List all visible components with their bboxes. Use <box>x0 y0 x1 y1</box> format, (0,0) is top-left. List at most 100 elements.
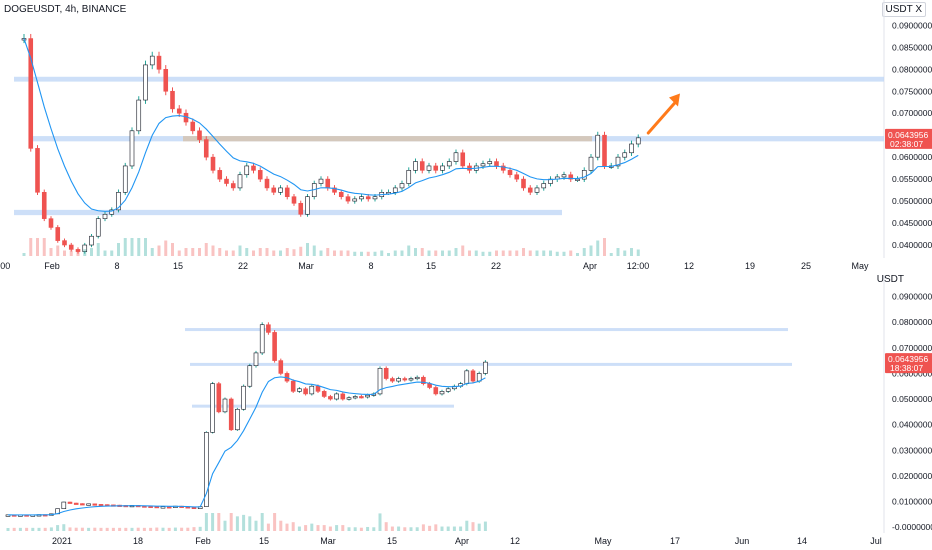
candle-body <box>500 165 506 171</box>
x-tick-label: 15 <box>426 261 436 271</box>
volume-bar <box>99 527 103 531</box>
candle-body <box>487 161 493 165</box>
volume-bar <box>306 243 309 256</box>
volume-bar <box>603 238 606 256</box>
volume-bar <box>223 520 227 531</box>
volume-bar <box>596 240 600 256</box>
y-tick-label: 0.0200000 <box>892 471 932 481</box>
volume-bar <box>481 251 485 256</box>
volume-bar <box>192 527 196 531</box>
candle-body <box>190 121 196 132</box>
volume-bar <box>22 253 26 256</box>
candle-body <box>170 90 175 110</box>
last-price-label: 0.0643956 <box>888 130 928 140</box>
volume-bar <box>111 527 115 531</box>
volume-bar <box>123 238 127 256</box>
volume-bar <box>528 250 532 256</box>
x-tick-label: 12 <box>684 261 694 271</box>
y-tick-label: 0.0400000 <box>892 420 932 430</box>
volume-bar <box>461 245 465 256</box>
volume-bar <box>335 525 339 531</box>
volume-bar <box>384 522 388 531</box>
volume-bar <box>279 250 282 256</box>
y-tick-label: 0.0700000 <box>892 343 932 353</box>
volume-bar <box>397 526 401 531</box>
candle-body <box>116 192 121 211</box>
candle-body <box>82 244 88 252</box>
top-price-chart[interactable]: 0.0900000 0.0850000 0.0800000 0.0750000 0.07… <box>0 0 932 275</box>
candle-body <box>315 385 321 392</box>
volume-bar <box>292 249 296 256</box>
last-price-tag <box>885 353 932 374</box>
candle-body <box>365 394 370 398</box>
candle-body <box>352 198 358 202</box>
candle-body <box>35 148 40 193</box>
volume-bar <box>150 248 154 256</box>
candle-body <box>602 134 607 167</box>
volume-bar <box>441 250 444 256</box>
candle-body <box>332 187 337 193</box>
candle-body <box>365 196 371 200</box>
volume-bar <box>31 527 35 531</box>
volume-bar <box>326 248 330 256</box>
volume-bar <box>180 527 184 531</box>
volume-bar <box>36 238 39 256</box>
volume-bar <box>105 527 109 531</box>
currency-label-bottom: USDT <box>876 274 904 285</box>
x-tick-label: :00 <box>0 261 10 271</box>
volume-bar <box>387 253 390 256</box>
candle-body <box>426 165 432 171</box>
volume-bar <box>191 248 195 256</box>
candle-body <box>284 187 290 197</box>
volume-bar <box>589 245 593 256</box>
volume-bar <box>25 527 29 531</box>
y-tick-label: 0.0450000 <box>892 218 932 228</box>
volume-bar <box>248 516 252 531</box>
candle-body <box>359 396 364 399</box>
volume-bar <box>254 520 258 531</box>
y-tick-label: 0.0800000 <box>892 317 932 327</box>
y-tick-label: 0.0850000 <box>892 42 932 52</box>
volume-bar <box>225 250 228 256</box>
volume-bar <box>440 526 444 531</box>
x-tick-label: 19 <box>745 261 755 271</box>
candle-body <box>377 367 383 395</box>
candle-body <box>204 432 209 507</box>
projection-arrow-head <box>669 93 680 107</box>
volume-bar <box>488 251 492 256</box>
candle-body <box>259 324 265 354</box>
x-tick-label: 15 <box>259 536 269 546</box>
candle-body <box>272 332 277 361</box>
candle-body <box>439 391 445 395</box>
volume-bar <box>390 526 394 531</box>
candle-body <box>346 397 352 400</box>
y-tick-label: 0.0800000 <box>892 64 932 74</box>
volume-bar <box>495 250 498 256</box>
volume-bar <box>366 526 370 531</box>
volume-bar <box>266 523 270 531</box>
y-tick-label: 0.0100000 <box>892 497 932 507</box>
bottom-price-chart[interactable]: 0.0900000 0.0800000 0.0700000 0.0600000 0.05… <box>0 275 932 550</box>
volume-bar <box>124 527 128 531</box>
volume-bar <box>623 250 627 256</box>
x-tick-label: 22 <box>491 261 501 271</box>
volume-bar <box>173 527 177 531</box>
candle-body <box>464 370 470 384</box>
volume-bar <box>80 527 84 531</box>
candle-body <box>414 376 420 380</box>
volume-bar <box>576 253 579 256</box>
candle-body <box>251 165 256 171</box>
candle-body <box>494 161 499 167</box>
candle-body <box>470 370 476 382</box>
currency-button[interactable]: USDT X <box>881 2 926 17</box>
candle-body <box>305 196 310 215</box>
volume-bar <box>465 520 469 531</box>
candle-body <box>406 170 412 184</box>
support-resistance-zone <box>14 76 884 82</box>
y-tick-label: 0.0900000 <box>892 292 932 302</box>
volume-bar <box>83 249 87 256</box>
candle-body <box>396 378 401 382</box>
candle-body <box>561 174 567 178</box>
volume-bar <box>427 250 431 256</box>
candle-body <box>28 38 34 149</box>
